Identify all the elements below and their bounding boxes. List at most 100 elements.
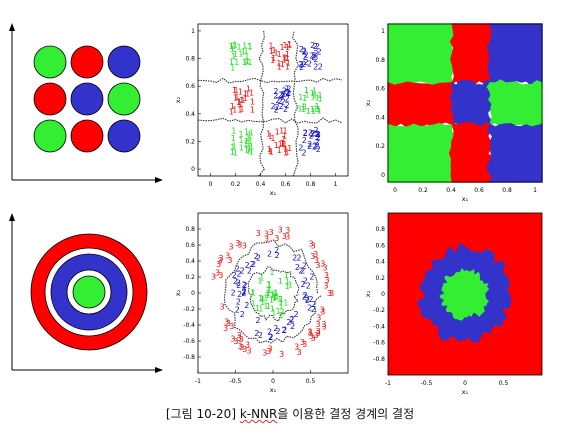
class-digit: 1 <box>243 94 248 103</box>
class-digit: 1 <box>311 93 316 102</box>
class-digit: 1 <box>237 98 242 107</box>
class-digit: 1 <box>312 90 317 99</box>
y-tick-label: 0.2 <box>375 143 385 150</box>
class-digit: 2 <box>314 49 319 58</box>
class-digit: 3 <box>308 240 313 249</box>
class-digit: 3 <box>225 251 230 260</box>
class-digit: 1 <box>266 129 271 138</box>
class-digit: 2 <box>285 101 290 110</box>
class-digit: 2 <box>242 287 247 296</box>
y-tick-label: -0.8 <box>183 354 195 361</box>
class-digit: 1 <box>313 105 318 114</box>
class-digit: 1 <box>244 145 249 154</box>
class-digit: 1 <box>270 56 275 65</box>
class-digit: 2 <box>302 293 307 302</box>
class-digit: 2 <box>292 254 297 263</box>
class-digit: 1 <box>238 87 243 96</box>
class-digit: 1 <box>260 298 265 307</box>
class-digit: 3 <box>218 271 223 280</box>
class-digit: 2 <box>290 322 295 331</box>
class-digit: 1 <box>277 146 282 155</box>
class-digit: 3 <box>217 257 222 266</box>
class-digit: 2 <box>236 281 241 290</box>
class-digit: 1 <box>232 86 237 95</box>
class-digit: 1 <box>272 293 277 302</box>
class-digit: 1 <box>301 103 306 112</box>
class-digit: 2 <box>312 142 317 151</box>
class-digit: 3 <box>315 261 320 270</box>
class-digit: 1 <box>317 91 322 100</box>
class-digit: 1 <box>237 105 242 114</box>
class-digit: 2 <box>316 133 321 142</box>
class-digit: 3 <box>323 263 328 272</box>
class-digit: 2 <box>313 42 318 51</box>
y-tick-label: -0.2 <box>373 307 385 314</box>
class-digit: 1 <box>245 90 250 99</box>
class-digit: 1 <box>278 311 283 320</box>
class-digit: 1 <box>255 304 260 313</box>
class-digit: 1 <box>230 143 235 152</box>
class-digit: 1 <box>231 134 236 143</box>
class-digit: 2 <box>313 55 318 64</box>
class-digit: 1 <box>271 309 276 318</box>
class-digit: 1 <box>277 50 282 59</box>
class-digit: 3 <box>316 313 321 322</box>
x-tick-label: 0.5 <box>499 380 509 387</box>
class-digit: 1 <box>285 282 290 291</box>
class-digit: 2 <box>270 102 275 111</box>
grid-circle-green <box>33 119 67 153</box>
caption-knnr: k-NNR <box>239 407 278 421</box>
class-digit: 1 <box>243 47 248 56</box>
class-digit: 1 <box>267 132 272 141</box>
class-digit: 1 <box>234 86 239 95</box>
x-tick-label: 0.4 <box>446 187 456 194</box>
class-digit: 3 <box>228 243 233 252</box>
class-digit: 3 <box>235 239 240 248</box>
class-digit: 1 <box>283 149 288 158</box>
class-digit: 1 <box>266 302 271 311</box>
x-tick-label: 0 <box>209 181 213 188</box>
class-digit: 2 <box>286 89 291 98</box>
class-digit: 2 <box>299 63 304 72</box>
class-digit: 1 <box>258 305 263 314</box>
class-digit: 2 <box>302 47 307 56</box>
class-digit: 1 <box>244 52 249 61</box>
class-digit: 1 <box>288 281 293 290</box>
class-digit: 1 <box>304 86 309 95</box>
class-digit: 2 <box>294 310 299 319</box>
x-axis-label: x₁ <box>462 195 469 203</box>
class-digit: 3 <box>238 342 243 351</box>
class-digit: 1 <box>273 291 278 300</box>
class-digit: 2 <box>311 53 316 62</box>
x-tick-label: 1 <box>533 187 537 194</box>
class-digit: 2 <box>315 133 320 142</box>
class-digit: 3 <box>315 320 320 329</box>
class-digit: 3 <box>230 334 235 343</box>
x-tick-label: -0.5 <box>421 380 433 387</box>
class-digit: 2 <box>237 290 242 299</box>
class-digit: 3 <box>282 232 287 241</box>
decision-boundary <box>197 77 342 84</box>
class-digit: 3 <box>316 329 321 338</box>
x-tick-label: 0.8 <box>306 181 316 188</box>
class-digit: 2 <box>303 128 308 137</box>
class-digit: 1 <box>282 131 287 140</box>
y-tick-label: 0.4 <box>185 258 195 265</box>
class-digit: 2 <box>240 310 245 319</box>
class-digit: 1 <box>247 42 252 51</box>
class-digit: 3 <box>327 289 332 298</box>
class-digit: 1 <box>245 133 250 142</box>
class-digit: 1 <box>233 93 238 102</box>
class-digit: 3 <box>314 331 319 340</box>
grid-circle-red <box>70 45 104 79</box>
class-digit: 1 <box>243 89 248 98</box>
class-digit: 2 <box>307 304 312 313</box>
class-digit: 2 <box>275 96 280 105</box>
class-digit: 1 <box>274 49 279 58</box>
class-digit: 1 <box>239 105 244 114</box>
class-digit: 1 <box>270 291 275 300</box>
class-digit: 2 <box>267 249 272 258</box>
class-digit: 2 <box>301 60 306 69</box>
class-digit: 2 <box>286 318 291 327</box>
decision-boundary <box>258 30 266 177</box>
